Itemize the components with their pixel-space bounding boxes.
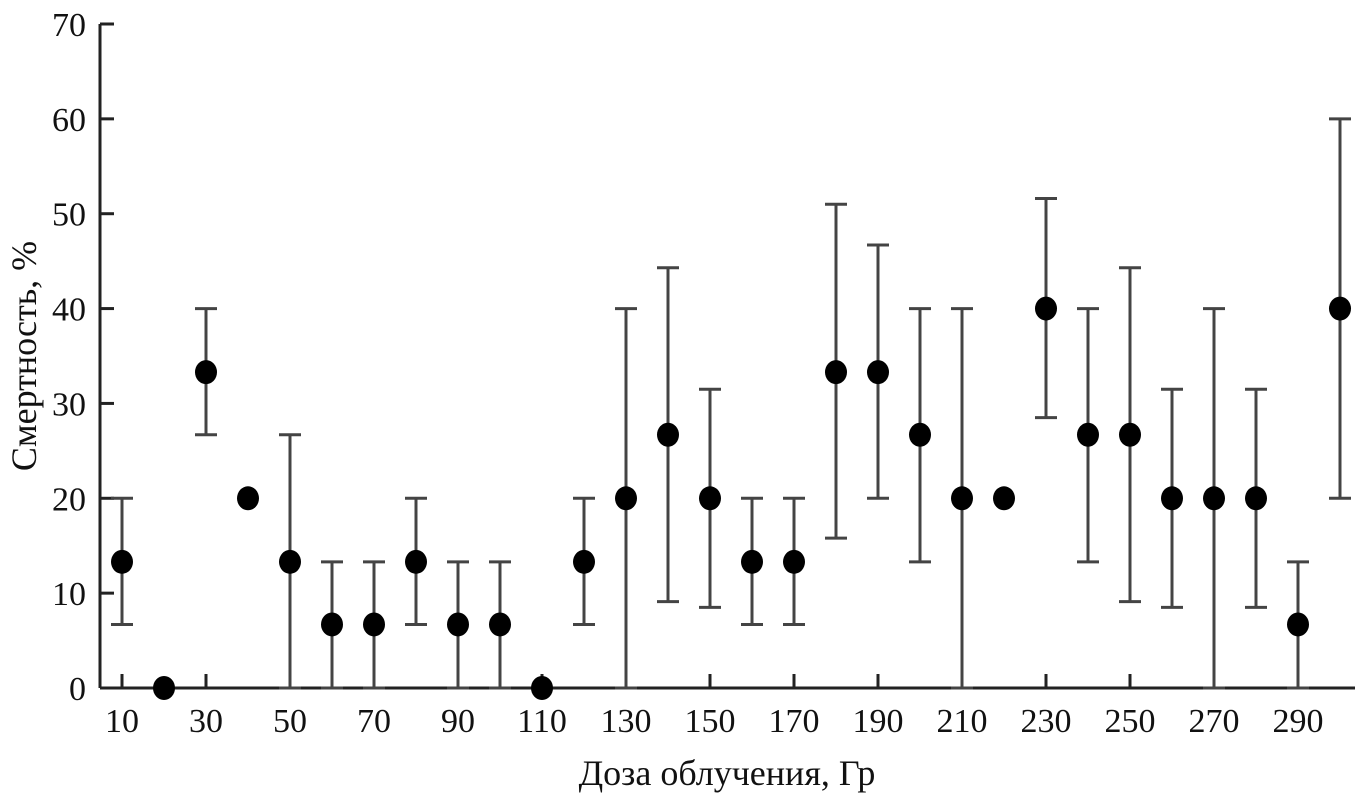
data-point xyxy=(909,422,931,447)
data-point xyxy=(657,422,679,447)
data-point xyxy=(699,486,721,511)
y-tick-label: 40 xyxy=(52,292,86,329)
x-tick-label: 170 xyxy=(769,703,820,740)
data-point xyxy=(447,612,469,637)
data-point xyxy=(405,549,427,574)
y-tick-label: 0 xyxy=(69,671,86,708)
data-point xyxy=(615,486,637,511)
y-axis-label: Смертность, % xyxy=(4,241,44,471)
data-marks xyxy=(111,117,1351,700)
x-tick-label: 230 xyxy=(1021,703,1072,740)
data-point xyxy=(1035,296,1057,321)
data-point xyxy=(279,549,301,574)
data-point xyxy=(153,676,175,700)
x-tick-label: 110 xyxy=(517,703,567,740)
data-point xyxy=(1119,422,1141,447)
data-point xyxy=(573,549,595,574)
data-point xyxy=(489,612,511,637)
x-tick-label: 50 xyxy=(273,703,307,740)
data-point xyxy=(1203,486,1225,511)
data-point xyxy=(825,360,847,385)
data-point xyxy=(321,612,343,637)
y-tick-label: 50 xyxy=(52,197,86,234)
data-point xyxy=(1245,486,1267,511)
x-tick-label: 290 xyxy=(1273,703,1324,740)
data-point xyxy=(195,360,217,385)
data-point xyxy=(741,549,763,574)
data-point xyxy=(1287,612,1309,637)
y-tick-label: 10 xyxy=(52,576,86,613)
data-point xyxy=(1077,422,1099,447)
data-point xyxy=(531,676,553,700)
x-tick-label: 190 xyxy=(853,703,904,740)
x-tick-label: 90 xyxy=(441,703,475,740)
x-tick-label: 270 xyxy=(1189,703,1240,740)
x-tick-label: 130 xyxy=(601,703,652,740)
data-point xyxy=(363,612,385,637)
x-tick-label: 210 xyxy=(937,703,988,740)
data-point xyxy=(1329,296,1351,321)
data-point xyxy=(867,360,889,385)
x-tick-label: 30 xyxy=(189,703,223,740)
axes: 0 10 20 30 40 50 60 70 10 30 50 70 90 110 130 150 170 190… xyxy=(52,7,1355,740)
data-point xyxy=(993,486,1015,511)
data-point xyxy=(1161,486,1183,511)
x-axis-label: Доза облучения, Гр xyxy=(579,753,876,793)
y-tick-label: 70 xyxy=(52,7,86,44)
x-tick-label: 70 xyxy=(357,703,391,740)
x-tick-label: 10 xyxy=(105,703,139,740)
data-point xyxy=(783,549,805,574)
x-tick-label: 150 xyxy=(685,703,736,740)
y-tick-label: 60 xyxy=(52,102,86,139)
x-tick-label: 250 xyxy=(1105,703,1156,740)
data-point xyxy=(111,549,133,574)
data-point xyxy=(237,486,259,511)
data-point xyxy=(951,486,973,511)
y-tick-label: 20 xyxy=(52,481,86,518)
y-tick-label: 30 xyxy=(52,386,86,423)
